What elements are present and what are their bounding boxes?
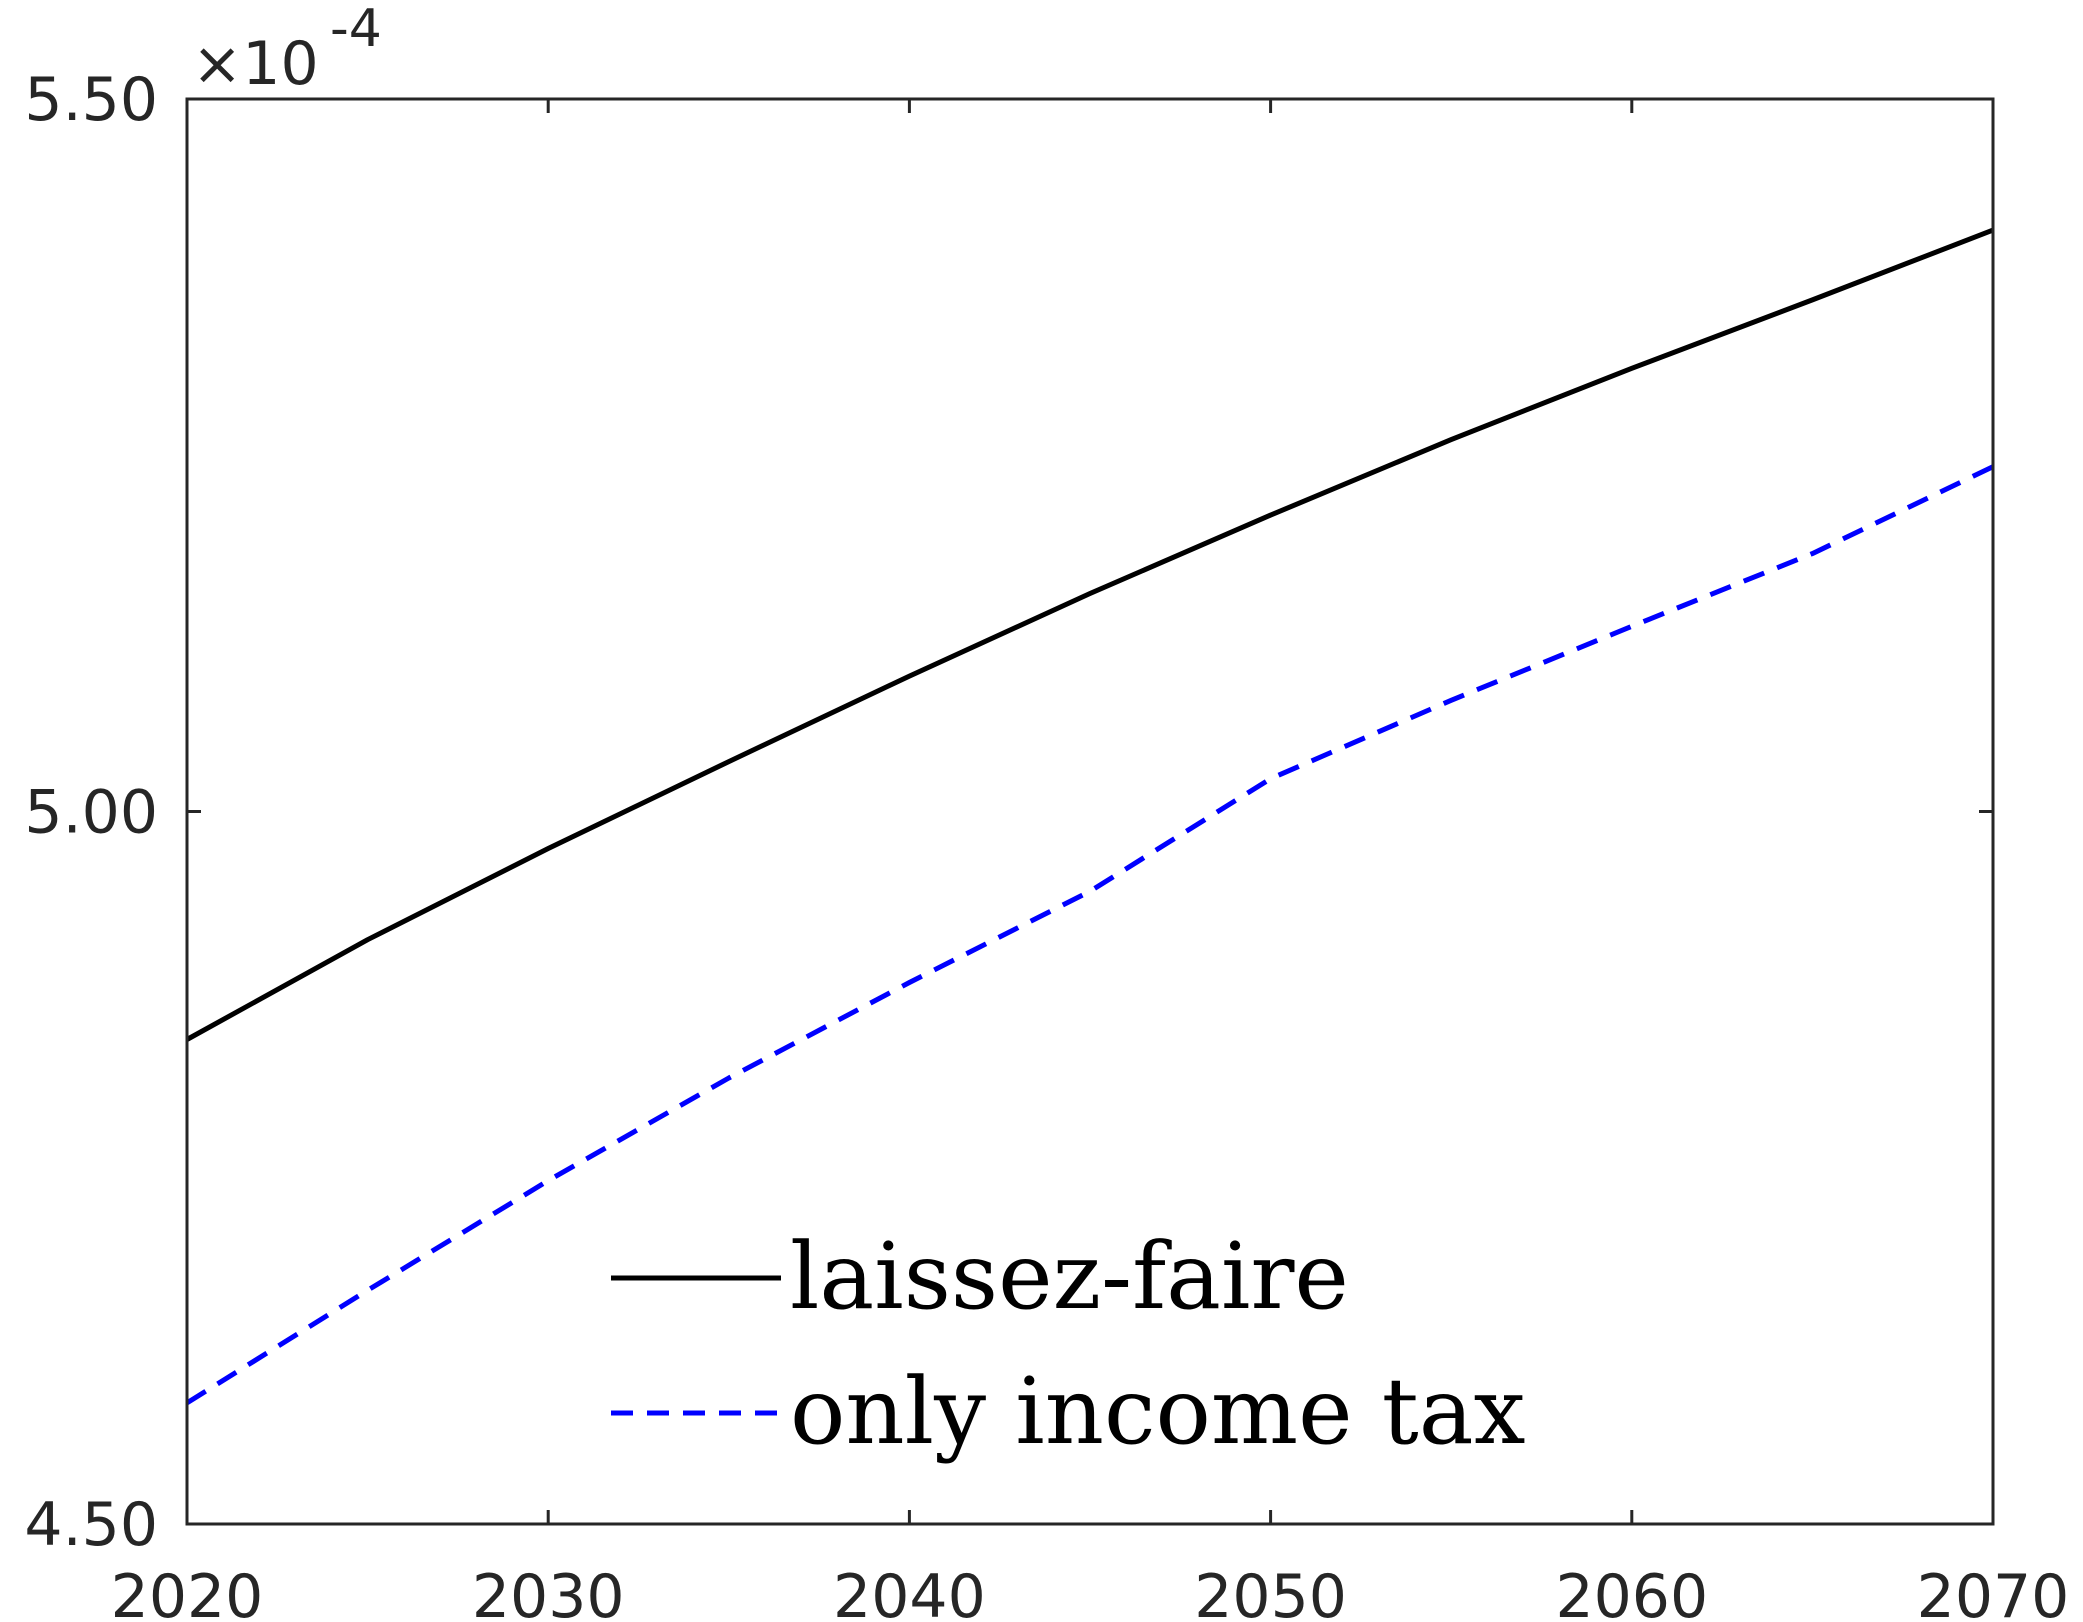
y-tick-label: 5.00 bbox=[24, 778, 158, 848]
y-tick-label: 4.50 bbox=[24, 1490, 158, 1560]
x-tick-label: 2070 bbox=[1917, 1562, 2070, 1622]
x-tick-label: 2020 bbox=[111, 1562, 264, 1622]
plot-area-frame bbox=[185, 97, 1995, 1526]
y-multiplier-exponent: -4 bbox=[330, 0, 382, 59]
y-tick-label: 5.50 bbox=[24, 65, 158, 135]
legend: laissez-faire only income tax bbox=[611, 1223, 1526, 1465]
x-tick-label: 2040 bbox=[833, 1562, 986, 1622]
y-multiplier-base: ×10 bbox=[192, 29, 319, 99]
series-line-only-income-tax bbox=[185, 464, 1995, 1406]
series-line-laissez-faire bbox=[185, 227, 1994, 1042]
x-tick-label: 2060 bbox=[1555, 1562, 1708, 1622]
x-tick-label: 2030 bbox=[472, 1562, 625, 1622]
tick-labels: 2020 2030 2040 2050 2060 2070 4.50 5.00 5.50 bbox=[24, 65, 2069, 1622]
x-tick-label: 2050 bbox=[1194, 1562, 1347, 1622]
y-axis-multiplier: ×10 -4 bbox=[192, 0, 382, 99]
series-layer bbox=[185, 227, 1995, 1406]
legend-label-only-income-tax: only income tax bbox=[790, 1358, 1526, 1465]
legend-label-laissez-faire: laissez-faire bbox=[790, 1223, 1349, 1330]
